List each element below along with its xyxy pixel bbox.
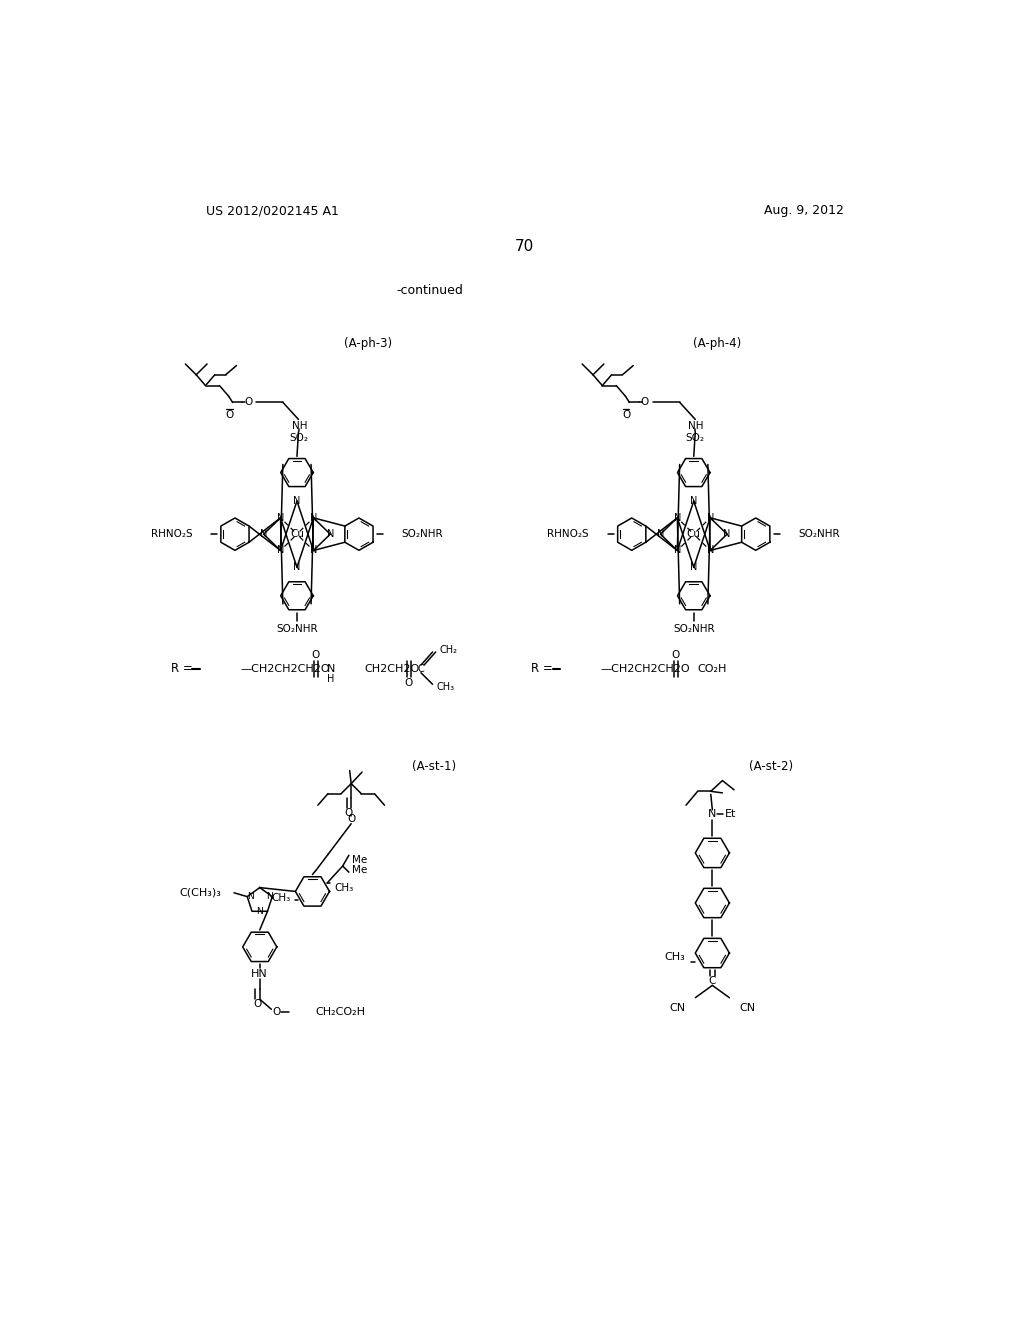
Text: —CH2CH2CH2O: —CH2CH2CH2O (241, 664, 330, 675)
Text: C: C (418, 664, 424, 675)
Text: N: N (256, 907, 263, 916)
Text: O: O (244, 397, 252, 408)
Text: RHNO₂S: RHNO₂S (548, 529, 589, 539)
Text: N: N (265, 891, 272, 900)
Text: SO₂NHR: SO₂NHR (401, 529, 443, 539)
Text: SO₂NHR: SO₂NHR (673, 624, 715, 634)
Text: Cu: Cu (290, 529, 304, 539)
Text: N: N (690, 562, 697, 573)
Text: CH₃: CH₃ (665, 952, 685, 962)
Text: N: N (674, 513, 681, 523)
Text: -continued: -continued (397, 284, 464, 297)
Text: Me: Me (352, 865, 368, 875)
Text: NH: NH (292, 421, 307, 430)
Text: SO₂: SO₂ (686, 433, 705, 444)
Text: SO₂: SO₂ (289, 433, 308, 444)
Text: N: N (690, 496, 697, 506)
Text: CH₂: CH₂ (439, 644, 458, 655)
Text: H: H (328, 675, 335, 684)
Text: CN: CN (669, 1003, 685, 1012)
Text: N: N (707, 513, 714, 523)
Text: O: O (253, 999, 261, 1008)
Text: CH2CH2O: CH2CH2O (365, 664, 420, 675)
Text: R =: R = (531, 663, 553, 676)
Text: HN: HN (251, 969, 268, 979)
Text: Cu: Cu (687, 529, 700, 539)
Text: N: N (260, 529, 267, 539)
Text: CN: CN (739, 1003, 756, 1012)
Text: Aug. 9, 2012: Aug. 9, 2012 (764, 205, 844, 218)
Text: N: N (723, 529, 731, 539)
Text: N: N (674, 545, 681, 556)
Text: N: N (293, 562, 301, 573)
Text: O: O (225, 409, 233, 420)
Text: N: N (656, 529, 665, 539)
Text: N: N (247, 891, 254, 900)
Text: (A-ph-3): (A-ph-3) (344, 337, 392, 350)
Text: O: O (672, 649, 680, 660)
Text: N: N (276, 513, 285, 523)
Text: N: N (327, 529, 334, 539)
Text: (A-ph-4): (A-ph-4) (693, 337, 741, 350)
Text: N: N (276, 545, 285, 556)
Text: (A-st-1): (A-st-1) (412, 760, 456, 774)
Text: C(CH₃)₃: C(CH₃)₃ (180, 888, 221, 898)
Text: SO₂NHR: SO₂NHR (276, 624, 317, 634)
Text: US 2012/0202145 A1: US 2012/0202145 A1 (206, 205, 338, 218)
Text: CH₃: CH₃ (334, 883, 353, 892)
Text: O: O (404, 677, 413, 688)
Text: N: N (293, 496, 301, 506)
Text: O: O (641, 397, 649, 408)
Text: (A-st-2): (A-st-2) (750, 760, 794, 774)
Text: N: N (327, 664, 335, 675)
Text: O: O (623, 409, 631, 420)
Text: CH₃: CH₃ (271, 892, 291, 903)
Text: SO₂NHR: SO₂NHR (799, 529, 840, 539)
Text: NH: NH (688, 421, 703, 430)
Text: CH₂CO₂H: CH₂CO₂H (315, 1007, 366, 1018)
Text: N: N (707, 545, 714, 556)
Text: O: O (272, 1007, 281, 1018)
Text: O: O (311, 649, 319, 660)
Text: N: N (309, 545, 317, 556)
Text: N: N (709, 809, 717, 820)
Text: R =: R = (171, 663, 193, 676)
Text: C: C (709, 975, 716, 986)
Text: RHNO₂S: RHNO₂S (151, 529, 193, 539)
Text: 70: 70 (515, 239, 535, 255)
Text: —CH2CH2CH2O: —CH2CH2CH2O (601, 664, 690, 675)
Text: O: O (347, 814, 355, 824)
Text: Et: Et (725, 809, 736, 820)
Text: N: N (309, 513, 317, 523)
Text: O: O (345, 808, 353, 818)
Text: Me: Me (352, 855, 368, 865)
Text: CH₃: CH₃ (436, 682, 455, 693)
Text: CO₂H: CO₂H (697, 664, 727, 675)
